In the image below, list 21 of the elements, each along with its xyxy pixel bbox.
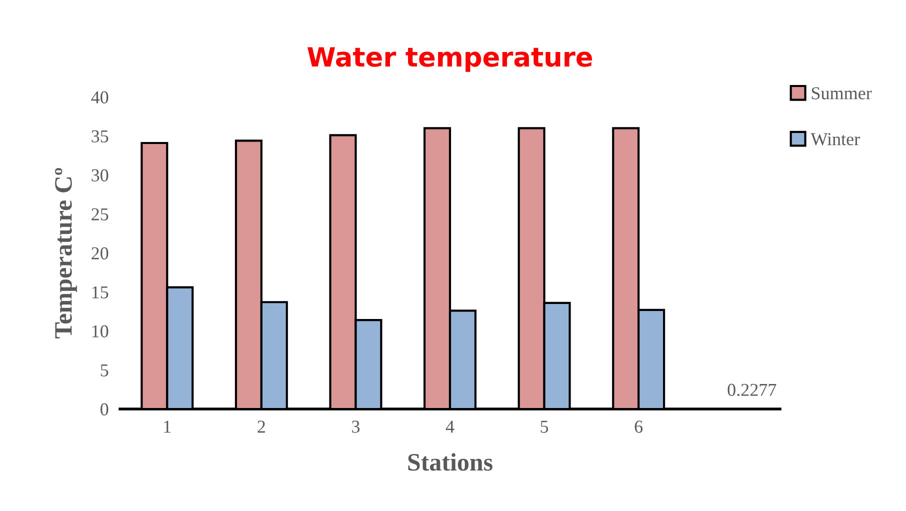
x-tick-label: 2	[258, 420, 265, 433]
y-tick-label: 40	[91, 91, 108, 104]
x-tick-label: 1	[164, 420, 171, 433]
y-tick-label: 35	[92, 130, 108, 142]
x-tick-label: 3	[352, 420, 360, 433]
y-tick-label: 30	[92, 169, 108, 182]
x-axis-title: Stations	[408, 453, 492, 471]
y-tick-label: 0	[100, 403, 108, 416]
legend-label: Summer	[812, 87, 872, 100]
y-tick-label: 20	[92, 247, 108, 260]
y-tick-label: 25	[92, 208, 108, 220]
y-axis-title: Temperature Cº	[55, 168, 77, 338]
y-tick-label: 15	[92, 286, 108, 298]
legend-label: Winter	[810, 133, 860, 146]
chart-title: Water temperature	[307, 47, 592, 72]
y-tick-label: 10	[92, 325, 108, 338]
x-tick-label: 6	[634, 420, 643, 433]
annotation: 0.2277	[728, 384, 776, 396]
x-tick-label: 5	[540, 420, 548, 433]
x-tick-label: 4	[446, 420, 454, 433]
y-tick-label: 5	[100, 364, 108, 376]
